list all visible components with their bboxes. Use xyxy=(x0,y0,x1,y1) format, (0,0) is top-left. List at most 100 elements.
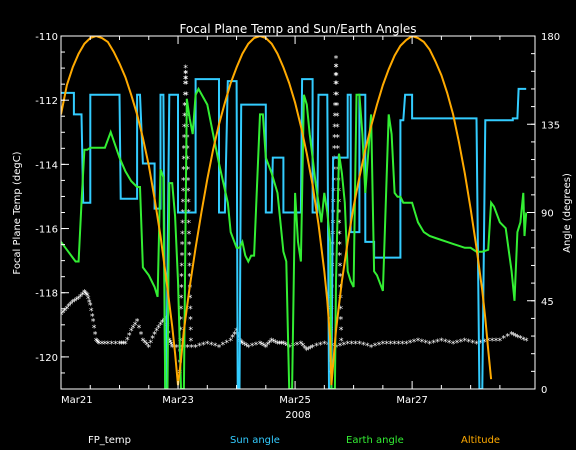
series-earth-angle xyxy=(61,86,528,389)
fp-temp-point: * xyxy=(377,341,382,351)
fp-temp-point: * xyxy=(181,187,186,197)
fp-temp-point: * xyxy=(333,80,338,90)
fp-temp-point: * xyxy=(365,342,370,352)
fp-temp-point: * xyxy=(306,345,311,355)
fp-temp-point: * xyxy=(127,332,132,342)
fp-temp-point: * xyxy=(337,198,342,208)
fp-temp-point: * xyxy=(254,341,259,351)
fp-temp-point: * xyxy=(185,155,190,165)
y-left-tick-label: -116 xyxy=(35,225,58,236)
fp-temp-point: * xyxy=(287,343,292,353)
fp-temp-point: * xyxy=(179,273,184,283)
fp-temp-point: * xyxy=(188,294,193,304)
fp-temp-point: * xyxy=(295,341,300,351)
fp-temp-point: * xyxy=(236,334,241,344)
fp-temp-point: * xyxy=(511,332,516,342)
fp-temp-point: * xyxy=(334,80,339,90)
fp-temp-point: * xyxy=(183,75,188,85)
fp-temp-point: * xyxy=(182,134,187,144)
fp-temp-point: * xyxy=(221,341,226,351)
fp-temp-point: * xyxy=(179,305,184,315)
y-axis-right-title: Angle (degrees) xyxy=(562,173,573,253)
fp-temp-point: * xyxy=(95,338,100,348)
fp-temp-point: * xyxy=(339,326,344,336)
series-altitude xyxy=(61,36,493,386)
x-axis-title: 2008 xyxy=(285,410,310,421)
fp-temp-point: * xyxy=(225,339,230,349)
fp-temp-point: * xyxy=(76,295,81,305)
fp-temp-point: * xyxy=(186,166,191,176)
fp-temp-point: * xyxy=(117,340,122,350)
fp-temp-point: * xyxy=(524,337,529,347)
fp-temp-point: * xyxy=(86,295,91,305)
fp-temp-point: * xyxy=(451,340,456,350)
fp-temp-point: * xyxy=(244,342,249,352)
fp-temp-point: * xyxy=(197,342,202,352)
fp-temp-point: * xyxy=(335,102,340,112)
fp-temp-point: * xyxy=(139,330,144,340)
fp-temp-point: * xyxy=(335,91,340,101)
fp-temp-point: * xyxy=(87,298,92,308)
fp-temp-point: * xyxy=(230,334,235,344)
fp-temp-point: * xyxy=(455,339,460,349)
fp-temp-point: * xyxy=(181,166,186,176)
fp-temp-point: * xyxy=(337,219,342,229)
fp-temp-point: * xyxy=(96,339,101,349)
fp-temp-point: * xyxy=(133,321,138,331)
y-right-tick-label: 90 xyxy=(541,209,554,220)
fp-temp-point: * xyxy=(408,339,413,349)
fp-temp-point: * xyxy=(388,340,393,350)
fp-temp-point: * xyxy=(427,340,432,350)
fp-temp-point: * xyxy=(178,326,183,336)
y-left-tick-label: -114 xyxy=(35,160,58,171)
fp-temp-point: * xyxy=(337,209,342,219)
fp-temp-point: * xyxy=(333,102,338,112)
series-layer: ******************************* * * *******… xyxy=(61,36,529,389)
fp-temp-point: * xyxy=(342,341,347,351)
fp-temp-point: * xyxy=(141,337,146,347)
series-sun-angle xyxy=(61,78,527,389)
fp-temp-point: * xyxy=(158,321,163,331)
fp-temp-point: * xyxy=(400,340,405,350)
fp-temp-point: * xyxy=(181,198,186,208)
fp-temp-point: * xyxy=(332,155,337,165)
fp-temp-point: * xyxy=(308,344,313,354)
fp-temp-point: * xyxy=(83,290,88,300)
fp-temp-point: * xyxy=(186,187,191,197)
fp-temp-point: * xyxy=(262,342,267,352)
fp-temp-point: * xyxy=(334,63,339,73)
fp-temp-point: * xyxy=(182,144,187,154)
fp-temp-point: * xyxy=(518,335,523,345)
fp-temp-point: * xyxy=(331,176,336,186)
fp-temp-point: * xyxy=(246,343,251,353)
fp-temp-point: * xyxy=(187,251,192,261)
fp-temp-point: * xyxy=(301,342,306,352)
fp-temp-point: * xyxy=(271,338,276,348)
fp-temp-point: * xyxy=(361,341,366,351)
fp-temp-point: * xyxy=(431,339,436,349)
fp-temp-point: * xyxy=(180,219,185,229)
fp-temp-point: * xyxy=(145,341,150,351)
fp-temp-point: * xyxy=(334,63,339,73)
fp-temp-point: * xyxy=(184,69,189,79)
series-fp-temp: ******************************* * * *******… xyxy=(61,289,529,357)
fp-temp-point: * xyxy=(121,340,126,350)
fp-temp-point: * xyxy=(100,340,105,350)
fp-temp-point: * xyxy=(336,144,341,154)
fp-temp-point: * xyxy=(240,340,245,350)
fp-temp-point: * xyxy=(168,339,173,349)
fp-temp-point: * xyxy=(148,339,153,349)
fp-temp-point: * xyxy=(154,327,159,337)
fp-temp-point: * xyxy=(269,337,274,347)
fp-temp-point: * xyxy=(339,315,344,325)
fp-temp-point: * xyxy=(513,333,518,343)
fp-temp-point: * xyxy=(184,75,189,85)
fp-temp-point: * xyxy=(490,337,495,347)
fp-temp-point: * xyxy=(439,337,444,347)
y-right-tick-label: 0 xyxy=(541,385,547,396)
fp-temp-point: * xyxy=(335,112,340,122)
fp-temp-point: * xyxy=(80,291,85,301)
fp-temp-point: * xyxy=(373,342,378,352)
fp-temp-point: * xyxy=(188,326,193,336)
fp-temp-point: * xyxy=(179,262,184,272)
